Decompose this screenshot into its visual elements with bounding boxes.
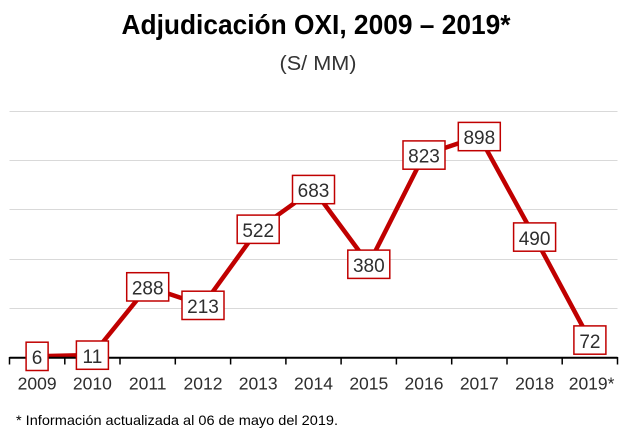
svg-text:2018: 2018 <box>515 374 554 394</box>
svg-text:490: 490 <box>519 229 551 250</box>
svg-text:898: 898 <box>463 128 495 149</box>
svg-text:Adjudicación OXI, 2009 – 2019*: Adjudicación OXI, 2009 – 2019* <box>122 9 511 40</box>
svg-text:2013: 2013 <box>239 374 278 394</box>
svg-text:288: 288 <box>132 279 164 300</box>
svg-text:* Información actualizada al 0: * Información actualizada al 06 de mayo … <box>16 412 338 428</box>
svg-text:2019*: 2019* <box>569 374 615 394</box>
svg-text:(S/ MM): (S/ MM) <box>280 53 357 75</box>
svg-text:2012: 2012 <box>184 374 223 394</box>
svg-text:823: 823 <box>408 147 440 168</box>
svg-text:72: 72 <box>579 332 600 353</box>
svg-text:213: 213 <box>187 297 219 318</box>
svg-text:2017: 2017 <box>460 374 499 394</box>
svg-text:11: 11 <box>83 347 103 368</box>
svg-text:522: 522 <box>242 221 274 242</box>
svg-text:2015: 2015 <box>349 374 388 394</box>
svg-text:2016: 2016 <box>405 374 444 394</box>
svg-text:2009: 2009 <box>18 374 57 394</box>
svg-text:683: 683 <box>298 181 330 202</box>
svg-text:2010: 2010 <box>73 374 112 394</box>
svg-text:2014: 2014 <box>294 374 333 394</box>
svg-text:2011: 2011 <box>129 374 167 394</box>
svg-text:380: 380 <box>353 256 385 277</box>
svg-text:6: 6 <box>32 348 43 369</box>
